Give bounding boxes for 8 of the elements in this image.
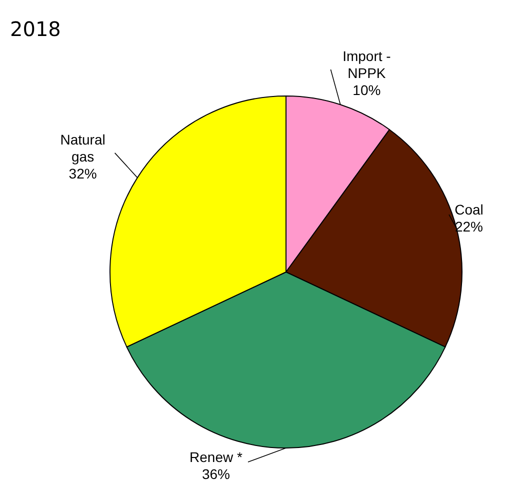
data-label: 10% <box>352 82 381 98</box>
slice-label: Coal <box>454 202 484 218</box>
data-label: 32% <box>68 165 97 182</box>
slice-label: Natural gas <box>60 131 106 164</box>
data-label: 36% <box>202 466 230 482</box>
chart-title: 2018 <box>10 17 61 41</box>
slice-label: Import - NPPK <box>342 48 392 81</box>
slice-label: Renew * <box>190 449 244 465</box>
